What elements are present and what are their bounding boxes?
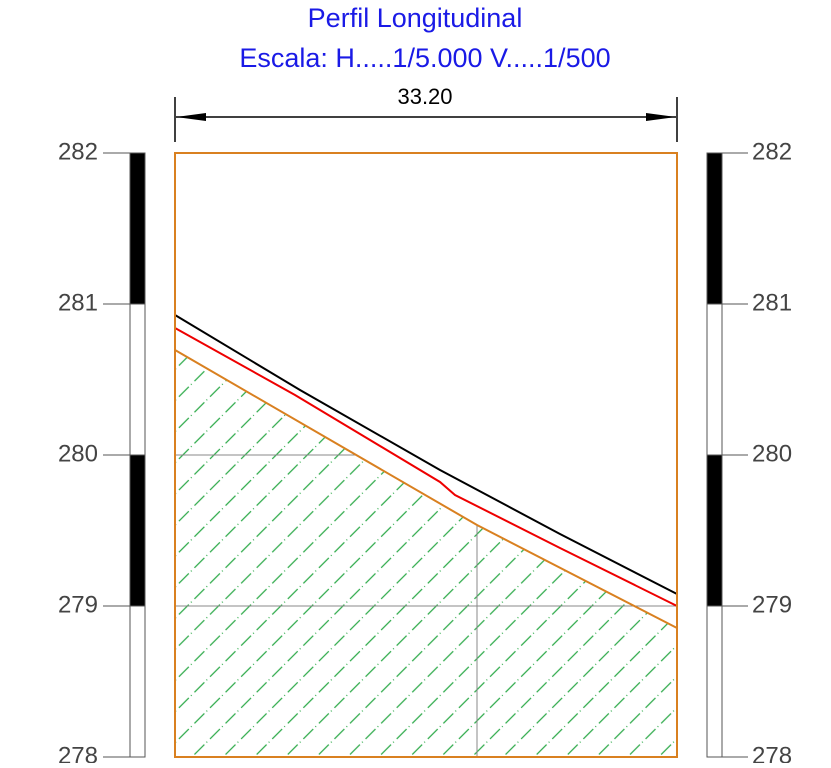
scale-label: 281 <box>58 289 98 316</box>
scale-segment <box>129 152 146 305</box>
scale-label: 278 <box>58 742 98 763</box>
scale-label: 279 <box>58 591 98 618</box>
scales: 282 281 280 279 278 282 281 280 279 278 <box>58 138 792 768</box>
ground-line <box>174 349 678 629</box>
scale-label: 282 <box>752 138 792 165</box>
scale-label: 280 <box>58 440 98 467</box>
scale-label: 282 <box>58 138 98 165</box>
frame <box>174 152 678 758</box>
scale-label: 281 <box>752 289 792 316</box>
scale-label: 279 <box>752 591 792 618</box>
title: Perfil Longitudinal <box>308 3 523 33</box>
dimension-label: 33.20 <box>397 84 452 109</box>
scale-segment <box>706 605 723 758</box>
ground-hatch <box>175 350 677 757</box>
scale-segment <box>129 454 146 607</box>
terrain-line <box>174 314 678 595</box>
scale-segment <box>706 454 723 607</box>
scale-segment <box>706 152 723 305</box>
subtitle: Escala: H.....1/5.000 V.....1/500 <box>239 43 610 73</box>
grade-line <box>174 327 678 607</box>
scale-segment <box>129 303 146 456</box>
scale-segment <box>129 605 146 758</box>
scale-label: 280 <box>752 440 792 467</box>
scale-label: 278 <box>752 742 792 763</box>
scale-segment <box>706 303 723 456</box>
